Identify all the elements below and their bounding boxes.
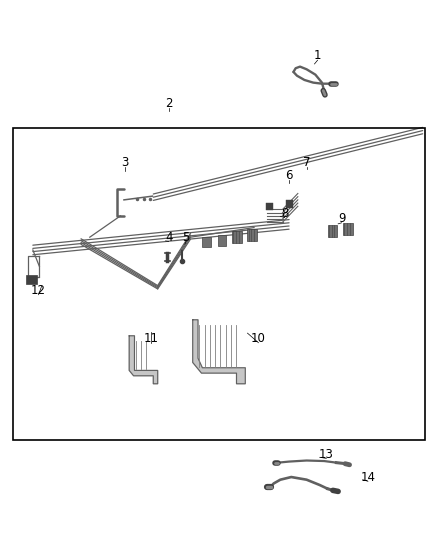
Text: 3: 3	[121, 156, 128, 169]
Text: 10: 10	[251, 332, 266, 345]
Text: 7: 7	[303, 156, 311, 169]
Polygon shape	[193, 320, 245, 384]
Text: 8: 8	[281, 207, 288, 220]
Bar	[266, 203, 273, 210]
Text: 5: 5	[183, 231, 190, 244]
Text: 9: 9	[338, 212, 346, 225]
Bar	[13, 128, 425, 440]
Polygon shape	[129, 336, 158, 384]
Text: 1: 1	[314, 50, 321, 62]
Bar	[328, 225, 337, 237]
Text: 6: 6	[285, 169, 293, 182]
Text: 14: 14	[360, 471, 375, 483]
Bar	[26, 275, 37, 284]
Text: 12: 12	[31, 284, 46, 297]
Text: 11: 11	[144, 332, 159, 345]
Text: 4: 4	[165, 231, 173, 244]
Bar	[232, 231, 242, 243]
Bar	[286, 200, 293, 208]
Text: 2: 2	[165, 98, 173, 110]
Bar	[218, 235, 226, 246]
Bar	[202, 237, 211, 247]
Bar	[247, 229, 257, 241]
Bar	[343, 223, 353, 235]
Text: 13: 13	[319, 448, 334, 461]
